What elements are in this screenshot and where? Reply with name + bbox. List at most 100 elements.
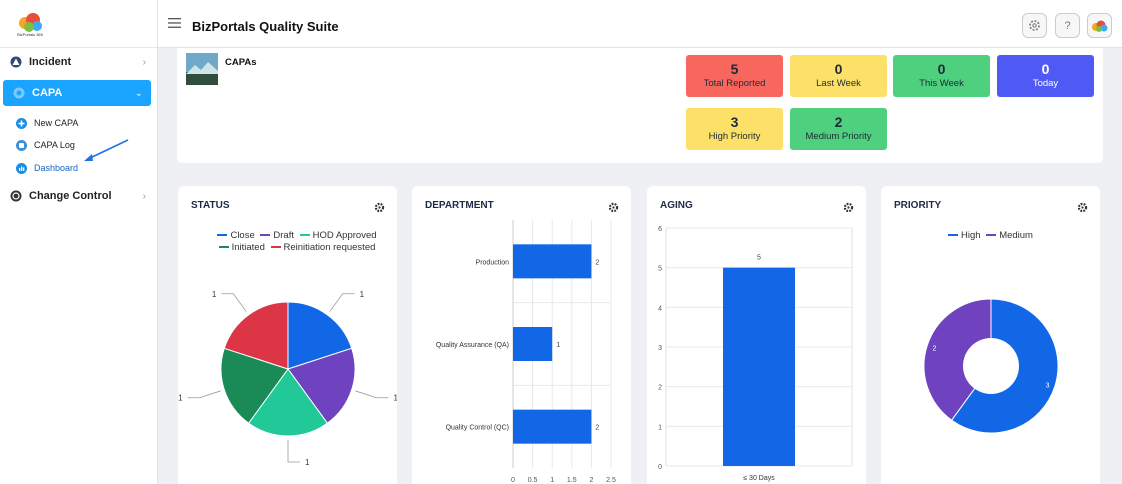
- pie-leader-line: [221, 293, 247, 312]
- capa-summary-card: CAPAs 5 Total Reported 0 Last Week 0 Thi…: [177, 48, 1103, 163]
- pie-slice: [220, 347, 289, 424]
- bar-data-label: 2: [595, 259, 599, 266]
- user-avatar-button[interactable]: [1087, 13, 1112, 38]
- logo-area: BizPortals 365: [0, 0, 157, 48]
- legend-label: HOD Approved: [312, 230, 377, 241]
- sidebar-item-label: Change Control: [29, 190, 112, 202]
- legend-item[interactable]: Initiated: [218, 242, 265, 253]
- department-panel: DEPARTMENT 0 0.5 1 1.5 2 2.5 Production 2 Qualit…: [412, 186, 631, 484]
- legend-item[interactable]: Reinitiation requested: [268, 242, 376, 253]
- tile-label: Total Reported: [703, 78, 766, 89]
- x-tick-label: 1.5: [567, 477, 577, 484]
- legend-item[interactable]: Close: [217, 230, 255, 241]
- sidebar-item-incident[interactable]: Incident ›: [0, 49, 158, 75]
- capa-icon: [13, 87, 25, 99]
- pie-leader-line: [355, 390, 389, 399]
- y-tick-label: 5: [658, 266, 662, 273]
- logo-caption: BizPortals 365: [17, 32, 44, 37]
- x-tick-label: ≤ 30 Days: [743, 475, 775, 482]
- y-tick-label: Production: [476, 259, 510, 266]
- sidebar-item-label: Incident: [29, 56, 72, 68]
- gear-icon[interactable]: [1077, 202, 1088, 213]
- sidebar-item-change-control[interactable]: Change Control ›: [0, 183, 158, 209]
- tile-total-reported[interactable]: 5 Total Reported: [686, 55, 783, 97]
- pie-data-label: 1: [178, 394, 183, 403]
- bar: [513, 244, 592, 279]
- donut-slice: [923, 298, 992, 421]
- chevron-down-icon: ⌄: [134, 87, 143, 99]
- bar-data-label: 1: [556, 342, 560, 349]
- sidebar-subitem-dashboard[interactable]: Dashboard: [0, 158, 158, 178]
- pie-slice: [247, 368, 329, 437]
- x-tick-label: 2: [589, 477, 593, 484]
- donut-data-label: 2: [932, 346, 936, 353]
- tile-label: Today: [1032, 78, 1059, 89]
- bar-data-label: 5: [757, 255, 761, 262]
- capa-heading: CAPAs: [225, 57, 257, 68]
- status-panel: STATUS Close Draft HOD Approved Initiate…: [178, 186, 397, 484]
- chevron-right-icon: ›: [142, 56, 146, 68]
- department-bar-chart: 0 0.5 1 1.5 2 2.5 Production 2 Quality Assurance…: [436, 220, 616, 484]
- legend-swatch: [948, 234, 958, 237]
- tile-value: 0: [834, 61, 843, 77]
- capa-thumbnail-image: [186, 53, 218, 85]
- sidebar-subitem-label: New CAPA: [34, 118, 79, 128]
- legend-label: High: [961, 230, 981, 241]
- gear-icon[interactable]: [608, 202, 619, 213]
- bizportals-logo[interactable]: BizPortals 365: [16, 11, 44, 37]
- aging-bar-chart: 0 1 2 3 4 5 6 5 ≤ 30 Days: [658, 226, 853, 482]
- sidebar-item-capa[interactable]: CAPA ⌄: [3, 80, 151, 106]
- gear-icon[interactable]: [374, 202, 385, 213]
- pie-slice: [287, 301, 353, 370]
- x-tick-label: 1: [550, 477, 554, 484]
- pie-data-label: 1: [360, 290, 365, 299]
- y-tick-label: 1: [658, 424, 662, 431]
- tile-value: 5: [730, 61, 739, 77]
- sidebar: BizPortals 365 Incident › CAPA ⌄ New CAP…: [0, 0, 158, 484]
- settings-button[interactable]: [1022, 13, 1047, 38]
- sidebar-subitem-new-capa[interactable]: New CAPA: [0, 113, 158, 133]
- question-mark-icon: ?: [1064, 19, 1071, 32]
- legend-swatch: [218, 246, 229, 249]
- legend-item[interactable]: HOD Approved: [297, 230, 377, 241]
- legend-item[interactable]: High: [948, 230, 981, 241]
- hamburger-menu-icon[interactable]: [168, 17, 181, 29]
- tile-medium-priority[interactable]: 2 Medium Priority: [790, 108, 887, 150]
- y-tick-label: 4: [658, 305, 662, 312]
- x-tick-label: 0: [511, 477, 515, 484]
- tile-value: 2: [834, 114, 843, 130]
- plus-circle-icon: [16, 117, 27, 129]
- sidebar-subitem-capa-log[interactable]: CAPA Log: [0, 135, 158, 155]
- sidebar-subitem-label: CAPA Log: [34, 140, 75, 150]
- panel-title: DEPARTMENT: [425, 200, 494, 211]
- tile-value: 3: [730, 114, 739, 130]
- legend-label: Close: [230, 230, 255, 241]
- legend-swatch: [986, 234, 997, 237]
- panel-title: PRIORITY: [894, 200, 942, 211]
- legend-label: Reinitiation requested: [283, 242, 376, 253]
- gear-icon[interactable]: [843, 202, 854, 213]
- avatar: [1091, 20, 1107, 32]
- sidebar-subitem-label: Dashboard: [34, 163, 79, 173]
- tile-this-week[interactable]: 0 This Week: [893, 55, 990, 97]
- top-header: BizPortals Quality Suite ?: [158, 0, 1122, 48]
- tile-last-week[interactable]: 0 Last Week: [790, 55, 887, 97]
- status-pie-chart: 1 1 1 1 1: [178, 290, 397, 467]
- tile-label: This Week: [919, 78, 964, 89]
- legend-item[interactable]: Medium: [983, 230, 1033, 241]
- donut-data-label: 3: [1046, 382, 1050, 389]
- tile-high-priority[interactable]: 3 High Priority: [686, 108, 783, 150]
- help-button[interactable]: ?: [1055, 13, 1080, 38]
- y-tick-label: 0: [658, 464, 662, 471]
- panel-title: AGING: [660, 200, 693, 211]
- change-control-icon: [10, 190, 22, 202]
- annotation-arrow: [84, 139, 129, 161]
- log-icon: [16, 139, 27, 151]
- sidebar-item-label: CAPA: [32, 87, 63, 99]
- legend-item[interactable]: Draft: [257, 230, 294, 241]
- tile-label: High Priority: [708, 131, 761, 142]
- tile-today[interactable]: 0 Today: [997, 55, 1094, 97]
- app-title: BizPortals Quality Suite: [192, 19, 339, 34]
- priority-donut-chart: 32: [923, 298, 1059, 434]
